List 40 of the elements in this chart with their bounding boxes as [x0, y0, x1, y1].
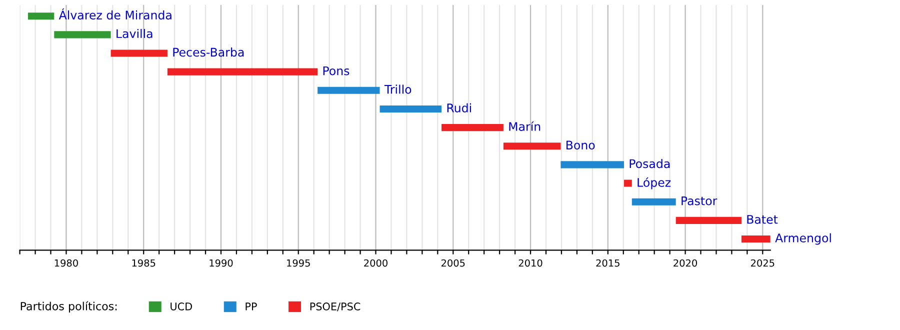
y-tick-label: Lavilla	[116, 28, 152, 38]
bar	[741, 235, 770, 243]
x-tick-label: 1990	[210, 259, 233, 267]
y-tick-label: Marín	[509, 121, 540, 131]
x-tick-label: 1985	[132, 259, 156, 267]
legend-label: PP	[246, 302, 257, 310]
y-tick-label: Batet	[747, 215, 778, 224]
bar	[442, 124, 504, 132]
bar	[380, 105, 442, 112]
x-tick-label: 2010	[518, 259, 542, 267]
x-tick-label: 2005	[441, 259, 465, 267]
x-tick-label: 2015	[596, 259, 620, 267]
legend-label: PSOE/PSC	[310, 302, 360, 312]
y-tick-label: Pastor	[682, 196, 718, 206]
bar	[318, 86, 380, 94]
y-tick-label: Posada	[630, 158, 670, 168]
y-tick-label: Álvarez de Miranda	[58, 8, 172, 20]
y-tick-label: Armengol	[775, 233, 831, 245]
bar	[54, 31, 111, 38]
bar	[503, 142, 561, 150]
y-tick-label: Rudi	[447, 103, 471, 112]
x-tick-label: 2025	[751, 259, 774, 267]
y-tick-label: Trillo	[384, 84, 412, 94]
bar	[632, 198, 676, 206]
x-tick-label: 1995	[287, 259, 310, 267]
y-tick-label: Pons	[323, 66, 350, 76]
bar	[110, 50, 168, 57]
legend-label: UCD	[170, 302, 192, 310]
x-tick-label: 2020	[674, 259, 698, 267]
y-tick-label: López	[638, 177, 671, 190]
x-tick-label: 2000	[364, 259, 388, 267]
bar	[28, 12, 54, 20]
bar	[676, 216, 742, 224]
bar	[560, 161, 624, 168]
legend-title: Partidos políticos:	[20, 301, 117, 312]
y-tick-label: Peces-Barba	[173, 48, 244, 57]
x-tick-label: 1980	[54, 259, 78, 267]
bar	[167, 68, 318, 76]
bar	[624, 180, 632, 187]
y-tick-label: Bono	[566, 140, 595, 150]
